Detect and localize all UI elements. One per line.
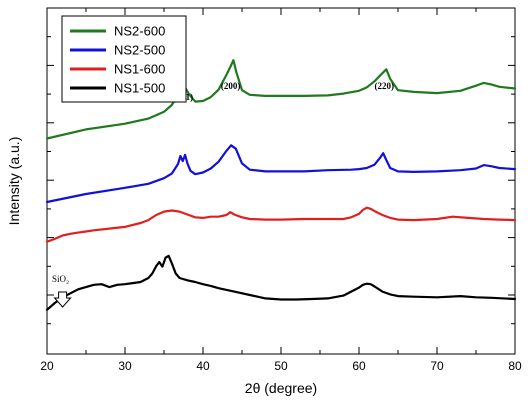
legend-label: NS2-500 [114, 43, 165, 58]
down-arrow-icon [53, 291, 72, 308]
x-tick-label: 50 [274, 359, 288, 373]
y-axis-ticks [47, 7, 515, 325]
peak-label: (220) [375, 81, 395, 91]
x-tick-label: 80 [508, 359, 522, 373]
legend: NS2-600 NS2-500 NS1-600 NS1-500 [61, 15, 187, 103]
y-axis-title: Intensity (a.u.) [6, 137, 22, 226]
x-axis-ticks: 20 30 40 50 60 70 80 [40, 8, 522, 373]
legend-label: NS1-600 [114, 62, 165, 77]
x-tick-label: 30 [118, 359, 132, 373]
peak-annotations: (111)(200)(220)SiO₂ [52, 81, 395, 308]
x-tick-label: 20 [40, 359, 54, 373]
legend-label: NS2-600 [114, 24, 165, 39]
sio2-label: SiO₂ [52, 274, 69, 284]
x-axis-title: 2θ (degree) [245, 380, 317, 396]
series-line-ns1-500 [45, 254, 517, 311]
x-tick-label: 60 [352, 359, 366, 373]
series-line-ns1-600 [45, 206, 517, 243]
legend-label: NS1-500 [114, 81, 165, 96]
x-tick-label: 70 [430, 359, 444, 373]
x-tick-label: 40 [196, 359, 210, 373]
peak-label: (200) [221, 81, 241, 91]
series-line-ns2-500 [45, 144, 517, 204]
